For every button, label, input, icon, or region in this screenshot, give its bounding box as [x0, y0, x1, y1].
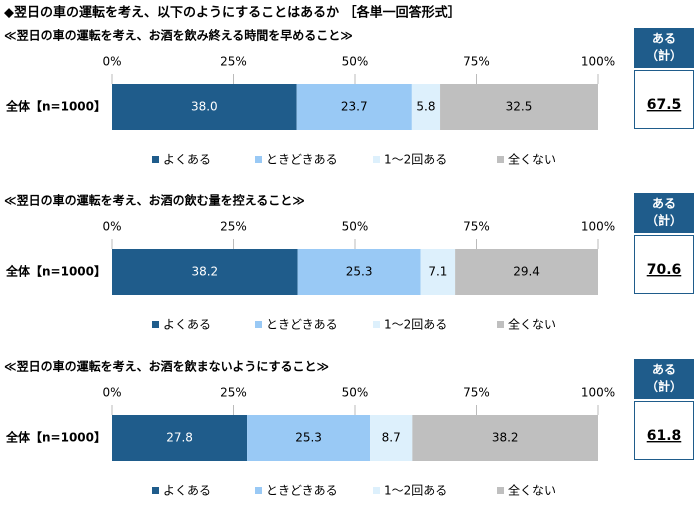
x-tick-label: 25% [220, 220, 247, 234]
bar-segment [112, 84, 297, 130]
value-label: 32.5 [506, 100, 533, 114]
legend-label: 全くない [508, 317, 556, 332]
value-label: 25.3 [346, 265, 373, 279]
legend-swatch [255, 487, 262, 494]
legend-label: 全くない [508, 152, 556, 167]
bar-segment [112, 249, 298, 295]
subtitle: ≪翌日の車の運転を考え、お酒の飲む量を控えること≫ [4, 193, 305, 208]
x-tick-label: 25% [220, 55, 247, 69]
total-box [634, 235, 694, 294]
bar-segment [296, 84, 412, 130]
legend-swatch [373, 156, 380, 163]
bar-segment [370, 415, 413, 461]
subtitle: ≪翌日の車の運転を考え、お酒を飲み終える時間を早めること≫ [4, 28, 353, 43]
legend-swatch [497, 156, 504, 163]
bar-segment [440, 84, 598, 130]
legend-swatch [152, 487, 159, 494]
total-title: （計） [646, 213, 682, 228]
legend-swatch [373, 487, 380, 494]
bar-segment [297, 249, 421, 295]
total-value: 70.6 [647, 262, 682, 278]
value-label: 23.7 [341, 100, 368, 114]
legend-label: よくある [163, 318, 211, 332]
value-label: 25.3 [295, 431, 322, 445]
category-label: 全体【n=1000】 [5, 99, 106, 114]
value-label: 27.8 [166, 431, 193, 445]
legend-label: よくある [163, 153, 211, 167]
total-header [634, 193, 694, 233]
total-title: （計） [646, 379, 682, 394]
total-header [634, 28, 694, 68]
value-label: 5.8 [416, 100, 435, 114]
bar-segment [420, 249, 456, 295]
legend-swatch [152, 321, 159, 328]
x-tick-label: 50% [342, 220, 369, 234]
bar-segment [411, 84, 441, 130]
value-label: 7.1 [428, 265, 447, 279]
legend-swatch [255, 321, 262, 328]
subtitle: ≪翌日の車の運転を考え、お酒を飲まないようにすること≫ [4, 359, 329, 374]
page-title: ◆翌日の車の運転を考え、以下のようにすることはあるか ［各単一回答形式］ [4, 5, 461, 21]
total-box [634, 401, 694, 460]
category-label: 全体【n=1000】 [5, 430, 106, 445]
x-tick-label: 75% [463, 220, 490, 234]
value-label: 29.4 [513, 265, 540, 279]
total-value: 61.8 [647, 428, 682, 444]
x-tick-label: 25% [220, 386, 247, 400]
category-label: 全体【n=1000】 [5, 264, 106, 279]
x-tick-label: 75% [463, 386, 490, 400]
legend-label: 1～2回ある [384, 318, 447, 332]
total-value: 67.5 [647, 97, 682, 113]
legend-label: ときどきある [266, 484, 338, 498]
value-label: 8.7 [382, 431, 401, 445]
legend-label: 1～2回ある [384, 153, 447, 167]
total-title: （計） [646, 48, 682, 63]
x-tick-label: 100% [581, 220, 615, 234]
x-tick-label: 100% [581, 386, 615, 400]
total-header [634, 359, 694, 399]
x-tick-label: 75% [463, 55, 490, 69]
legend-label: ときどきある [266, 153, 338, 167]
legend-swatch [255, 156, 262, 163]
legend-swatch [497, 321, 504, 328]
total-title: ある [652, 363, 676, 377]
legend-swatch [373, 321, 380, 328]
x-tick-label: 0% [102, 220, 121, 234]
legend-swatch [497, 487, 504, 494]
bar-segment [455, 249, 598, 295]
x-tick-label: 50% [342, 386, 369, 400]
legend-label: ときどきある [266, 318, 338, 332]
value-label: 38.2 [492, 431, 519, 445]
x-tick-label: 100% [581, 55, 615, 69]
legend-label: よくある [163, 484, 211, 498]
bar-segment [247, 415, 371, 461]
x-tick-label: 0% [102, 386, 121, 400]
legend-label: 1～2回ある [384, 484, 447, 498]
total-title: ある [652, 197, 676, 211]
legend-swatch [152, 156, 159, 163]
x-tick-label: 0% [102, 55, 121, 69]
x-tick-label: 50% [342, 55, 369, 69]
bar-segment [412, 415, 598, 461]
value-label: 38.2 [191, 265, 218, 279]
total-box [634, 70, 694, 129]
legend-label: 全くない [508, 483, 556, 498]
total-title: ある [652, 32, 676, 46]
bar-segment [112, 415, 248, 461]
value-label: 38.0 [191, 100, 218, 114]
